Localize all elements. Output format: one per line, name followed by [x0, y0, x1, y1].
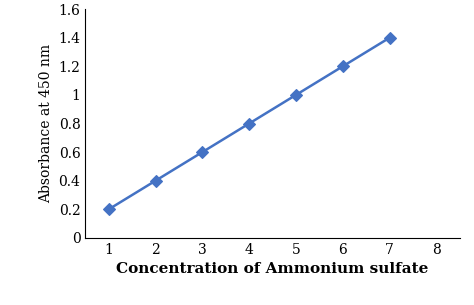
Y-axis label: Absorbance at 450 nm: Absorbance at 450 nm — [39, 44, 53, 203]
X-axis label: Concentration of Ammonium sulfate: Concentration of Ammonium sulfate — [116, 262, 429, 276]
